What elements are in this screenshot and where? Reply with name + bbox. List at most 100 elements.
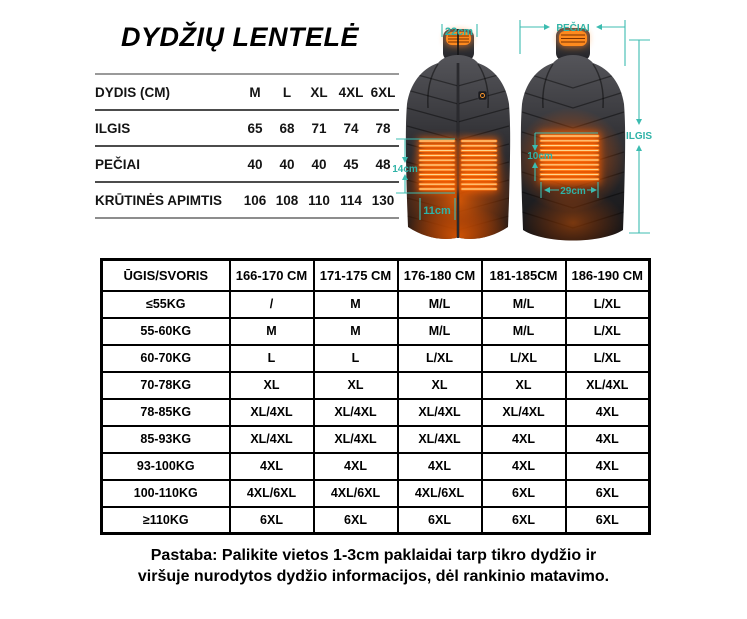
header-cell: XL (310, 84, 328, 100)
header-cell: 186-190 CM (564, 258, 651, 292)
cell: L (312, 343, 399, 373)
header-cell: 166-170 CM (228, 258, 315, 292)
pad-height-label-back: 10cm (527, 151, 553, 162)
cell: XL/4XL (312, 424, 399, 454)
cell: 68 (279, 120, 295, 136)
cell: L/XL (564, 289, 651, 319)
cell: XL (480, 370, 567, 400)
vest-front-illustration: 22cm 14cm 11cm (393, 24, 511, 239)
front-dimension-arrows (402, 157, 408, 180)
length-label: ILGIS (626, 131, 652, 142)
cell: 4XL (564, 451, 651, 481)
vest-back-illustration: PEČIAI 10cm 29cm ILGIS (519, 20, 652, 241)
cell: 130 (371, 192, 395, 208)
row-label: ≥110KG (100, 505, 231, 535)
shoulders-label: PEČIAI (556, 21, 590, 34)
row-label: 100-110KG (100, 478, 231, 508)
table-row: 78-85KG XL/4XL XL/4XL XL/4XL XL/4XL 4XL (100, 397, 651, 427)
cell: L/XL (564, 316, 651, 346)
row-label: ILGIS (95, 120, 131, 136)
table-row: DYDIS (CM) M L XL 4XL 6XL (95, 74, 399, 110)
cell: 4XL (228, 451, 315, 481)
vest-diagram: 22cm 14cm 11cm (393, 20, 652, 241)
cell: 6XL (480, 505, 567, 535)
cell: 71 (311, 120, 327, 136)
cell: 78 (375, 120, 391, 136)
table-row: 70-78KG XL XL XL XL XL/4XL (100, 370, 651, 400)
cell: 4XL (312, 451, 399, 481)
row-label: 85-93KG (100, 424, 231, 454)
cell: / (228, 289, 315, 319)
cell: XL/4XL (396, 424, 483, 454)
cell: XL/4XL (228, 424, 315, 454)
cell: 4XL (480, 451, 567, 481)
table-row: 60-70KG L L L/XL L/XL L/XL (100, 343, 651, 373)
back-heating-pad (539, 134, 600, 181)
cell: XL (228, 370, 315, 400)
table-row: PEČIAI 40 40 40 45 48 (95, 146, 399, 182)
header-cell: M (249, 84, 261, 100)
row-label: 60-70KG (100, 343, 231, 373)
cell: 6XL (564, 478, 651, 508)
cell: L/XL (396, 343, 483, 373)
garment-measurements-table: DYDIS (CM) M L XL 4XL 6XL ILGIS 65 68 71… (95, 73, 399, 219)
back-dimension-arrows (532, 24, 642, 193)
cell: XL/4XL (564, 370, 651, 400)
cell: 4XL (564, 424, 651, 454)
table-row: KRŪTINĖS APIMTIS 106 108 110 114 130 (95, 182, 399, 218)
note-line-2: viršuje nurodytos dydžio informacijos, d… (137, 568, 610, 585)
note-line-1: Pastaba: Palikite vietos 1-3cm paklaidai… (150, 547, 597, 564)
cell: 4XL (564, 397, 651, 427)
header-cell: DYDIS (CM) (95, 84, 170, 100)
header-cell: 6XL (370, 84, 396, 100)
power-button (477, 90, 488, 101)
header-cell: 181-185CM (480, 258, 567, 292)
cell: L/XL (480, 343, 567, 373)
table-row: ILGIS 65 68 71 74 78 (95, 110, 399, 146)
cell: 4XL/6XL (396, 478, 483, 508)
back-dimension-lines (519, 20, 650, 234)
row-label: 70-78KG (100, 370, 231, 400)
measurement-note: Pastaba: Palikite vietos 1-3cm paklaidai… (0, 545, 747, 587)
cell: XL (396, 370, 483, 400)
pad-width-label-back: 29cm (560, 186, 586, 197)
cell: 45 (343, 156, 359, 172)
table-row: 93-100KG 4XL 4XL 4XL 4XL 4XL (100, 451, 651, 481)
front-dimension-lines (396, 24, 478, 220)
cell: 110 (308, 192, 330, 208)
pad-width-label-front: 11cm (423, 205, 451, 217)
page-title: DYDŽIŲ LENTELĖ (121, 22, 360, 52)
cell: 6XL (228, 505, 315, 535)
cell: 6XL (396, 505, 483, 535)
cell: 40 (311, 156, 327, 172)
pad-height-label-front: 14cm (393, 164, 418, 175)
cell: XL/4XL (228, 397, 315, 427)
table-row: 55-60KG M M M/L M/L L/XL (100, 316, 651, 346)
cell: 6XL (564, 505, 651, 535)
row-label: KRŪTINĖS APIMTIS (95, 192, 223, 208)
cell: 40 (279, 156, 295, 172)
cell: 40 (247, 156, 263, 172)
cell: XL/4XL (312, 397, 399, 427)
cell: M/L (480, 316, 567, 346)
cell: 74 (343, 120, 359, 136)
cell: M/L (396, 289, 483, 319)
cell: M (312, 316, 399, 346)
cell: 106 (243, 192, 267, 208)
front-heating-pads (418, 139, 498, 191)
table-header-row: ŪGIS/SVORIS 166-170 CM 171-175 CM 176-18… (100, 258, 651, 292)
cell: M/L (480, 289, 567, 319)
header-cell: 4XL (338, 84, 364, 100)
collar-width-label: 22cm (445, 26, 473, 38)
cell: 114 (340, 192, 362, 208)
cell: XL (312, 370, 399, 400)
header-cell: ŪGIS/SVORIS (100, 258, 231, 292)
row-label: ≤55KG (100, 289, 231, 319)
cell: 4XL/6XL (312, 478, 399, 508)
row-label: 93-100KG (100, 451, 231, 481)
table-row: ≥110KG 6XL 6XL 6XL 6XL 6XL (100, 505, 651, 535)
cell: XL/4XL (480, 397, 567, 427)
cell: L (228, 343, 315, 373)
height-weight-fit-table: ŪGIS/SVORIS 166-170 CM 171-175 CM 176-18… (100, 258, 651, 535)
table-row: 85-93KG XL/4XL XL/4XL XL/4XL 4XL 4XL (100, 424, 651, 454)
